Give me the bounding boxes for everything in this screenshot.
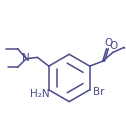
- Text: O: O: [105, 38, 113, 48]
- Text: Br: Br: [93, 87, 105, 97]
- Text: H₂N: H₂N: [30, 89, 49, 99]
- Text: N: N: [22, 53, 30, 63]
- Text: O: O: [109, 41, 118, 51]
